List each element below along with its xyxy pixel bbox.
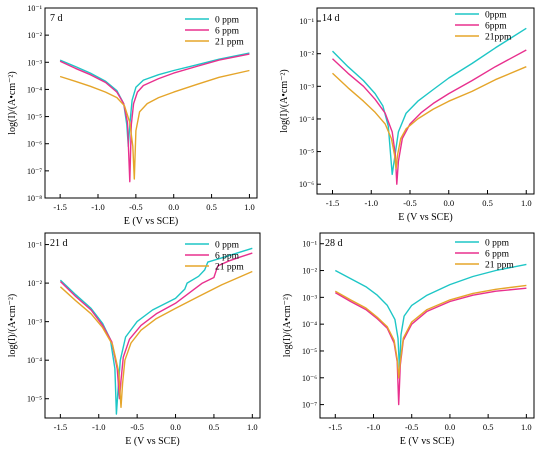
legend-label: 6ppm [485, 22, 507, 32]
y-axis-label: log(I)/(A•cm⁻²) [7, 294, 18, 357]
x-tick-label: 1.0 [244, 202, 255, 212]
x-tick-label: 0.0 [443, 198, 454, 208]
series-line [59, 69, 250, 180]
x-tick-label: -0.5 [129, 202, 142, 212]
legend-label: 21ppm [485, 33, 512, 43]
legend-label: 21 ppm [485, 261, 514, 271]
x-axis-label: E (V vs SCE) [125, 436, 180, 447]
y-axis-label: log(I)/(A•cm⁻²) [279, 69, 290, 132]
x-tick-label: 0.5 [206, 202, 217, 212]
y-tick-label: 10⁻¹ [302, 240, 317, 249]
x-tick-label: 0.0 [170, 422, 181, 432]
series-line [59, 270, 253, 408]
x-tick-label: 0.5 [483, 422, 494, 432]
panel-title: 7 d [50, 13, 63, 24]
legend-label: 6 ppm [215, 27, 240, 37]
panel-title: 28 d [325, 238, 343, 249]
panel-title: 14 d [322, 13, 340, 24]
panel-title: 21 d [50, 238, 68, 249]
y-tick-label: 10⁻² [302, 267, 317, 276]
x-tick-label: -1.0 [365, 198, 378, 208]
y-tick-label: 10⁻² [299, 50, 314, 59]
x-tick-label: -0.5 [405, 422, 418, 432]
y-tick-label: 10⁻³ [27, 318, 42, 327]
x-axis-label: E (V vs SCE) [400, 436, 455, 447]
x-axis-label: E (V vs SCE) [124, 216, 179, 227]
y-tick-label: 10⁻³ [302, 293, 317, 302]
y-tick-label: 10⁻⁴ [27, 85, 42, 94]
legend-label: 6 ppm [485, 250, 510, 260]
x-tick-label: -1.5 [326, 198, 339, 208]
y-tick-label: 10⁻⁴ [299, 115, 314, 124]
x-tick-label: 0.0 [168, 202, 179, 212]
x-tick-label: -1.5 [53, 202, 66, 212]
x-tick-label: 1.0 [521, 198, 532, 208]
chart-panel: -1.5 -1.0 -0.5 0.0 0.5 1.0 10⁻⁵ 10⁻⁴ 10⁻³ 10⁻² 10⁻… [7, 232, 261, 447]
series-line [59, 247, 253, 415]
chart-panel: -1.5 -1.0 -0.5 0.0 0.5 1.0 10⁻⁸ 10⁻⁷ 10⁻⁶ 10⁻⁵ 10⁻… [7, 4, 258, 227]
series-line [59, 252, 253, 400]
y-tick-label: 10⁻⁶ [302, 374, 317, 383]
plot-frame [44, 232, 261, 419]
y-tick-label: 10⁻³ [27, 58, 42, 67]
plot-frame [319, 232, 535, 419]
legend-label: 6 ppm [215, 252, 240, 262]
y-tick-label: 10⁻⁴ [302, 320, 317, 329]
y-tick-label: 10⁻⁴ [27, 356, 42, 365]
y-tick-label: 10⁻⁶ [299, 180, 314, 189]
y-tick-label: 10⁻⁵ [27, 395, 42, 404]
x-tick-label: -1.5 [329, 422, 342, 432]
series-line [332, 49, 527, 185]
x-tick-label: 1.0 [521, 422, 532, 432]
x-tick-label: 0.5 [482, 198, 493, 208]
x-axis-label: E (V vs SCE) [398, 212, 453, 223]
y-tick-label: 10⁻⁵ [302, 347, 317, 356]
x-tick-label: -1.0 [367, 422, 380, 432]
series-line [332, 66, 527, 170]
series-line [332, 27, 527, 176]
y-tick-label: 10⁻⁶ [27, 140, 42, 149]
series-line [334, 263, 527, 371]
legend-label: 21 ppm [215, 38, 244, 48]
series-line [334, 287, 527, 406]
y-tick-label: 10⁻⁵ [299, 148, 314, 157]
legend-label: 21 ppm [215, 263, 244, 273]
plot-frame [316, 7, 535, 195]
x-tick-label: 0.0 [445, 422, 456, 432]
y-tick-label: 10⁻⁵ [27, 113, 42, 122]
legend-label: 0 ppm [485, 239, 510, 249]
x-tick-label: 0.5 [209, 422, 220, 432]
y-tick-label: 10⁻³ [299, 82, 314, 91]
chart-panel: -1.5 -1.0 -0.5 0.0 0.5 1.0 10⁻⁶ 10⁻⁵ 10⁻⁴ 10⁻³ 10⁻… [279, 7, 535, 223]
chart-panel: -1.5 -1.0 -0.5 0.0 0.5 1.0 10⁻⁷ 10⁻⁶ 10⁻⁵ 10⁻⁴ 10⁻… [282, 232, 535, 447]
y-axis-label: log(I)/(A•cm⁻²) [7, 71, 18, 134]
x-tick-label: -0.5 [130, 422, 143, 432]
x-tick-label: 1.0 [247, 422, 258, 432]
plot-frame [44, 7, 258, 199]
y-tick-label: 10⁻⁷ [27, 167, 42, 176]
legend-label: 0 ppm [215, 241, 240, 251]
x-tick-label: -1.0 [92, 422, 105, 432]
y-tick-label: 10⁻¹ [27, 241, 42, 250]
y-tick-label: 10⁻¹ [27, 4, 42, 13]
y-tick-label: 10⁻⁷ [302, 401, 317, 410]
series-line [59, 53, 250, 183]
x-tick-label: -0.5 [403, 198, 416, 208]
y-tick-label: 10⁻¹ [299, 17, 314, 26]
series-line [334, 284, 527, 379]
x-tick-label: -1.0 [91, 202, 104, 212]
y-axis-label: log(I)/(A•cm⁻²) [282, 294, 293, 357]
legend-label: 0 ppm [215, 16, 240, 26]
y-tick-label: 10⁻⁸ [27, 194, 42, 203]
y-tick-label: 10⁻² [27, 279, 42, 288]
legend-label: 0ppm [485, 11, 507, 21]
x-tick-label: -1.5 [54, 422, 67, 432]
y-tick-label: 10⁻² [27, 31, 42, 40]
